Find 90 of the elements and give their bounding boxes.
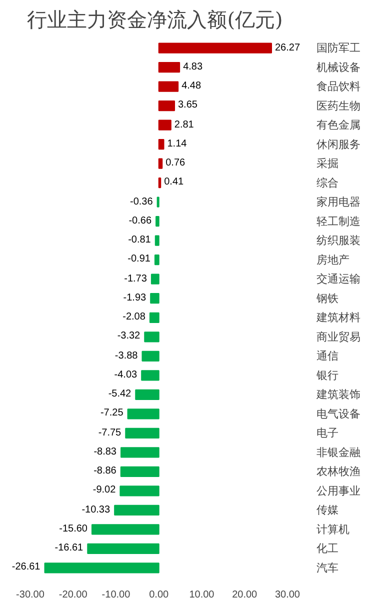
x-tick-label: 30.00	[274, 590, 300, 600]
data-label: -1.73	[124, 273, 147, 284]
data-label: 4.48	[182, 80, 202, 92]
x-tick-label: -20.00	[58, 590, 88, 600]
data-label: -8.83	[94, 446, 116, 458]
y-tick-label: 休闲服务	[316, 138, 360, 151]
data-label: -10.33	[82, 504, 110, 516]
y-tick-label: 建筑装饰	[316, 388, 360, 402]
bar	[158, 42, 272, 54]
y-tick-label: 通信	[316, 350, 338, 363]
x-tick-label: 20.00	[232, 590, 258, 600]
y-tick-label: 传媒	[316, 504, 338, 517]
y-tick-label: 银行	[316, 368, 338, 382]
data-label: 0.41	[164, 176, 184, 188]
bar	[158, 100, 176, 112]
data-label: -4.03	[114, 369, 138, 380]
y-tick-label: 轻工制造	[316, 214, 360, 228]
y-tick-label: 化工	[316, 542, 338, 556]
bar	[141, 370, 160, 381]
bar	[44, 562, 160, 574]
bar	[150, 274, 160, 284]
data-label: -3.88	[114, 350, 138, 362]
y-tick-label: 纺织服装	[316, 234, 360, 248]
y-tick-label: 钢铁	[316, 292, 338, 305]
y-tick-label: 房地产	[316, 253, 350, 266]
y-tick-label: 计算机	[316, 522, 350, 536]
bar	[158, 62, 180, 73]
data-label: -1.93	[123, 292, 146, 304]
bar	[149, 312, 160, 323]
bar	[154, 254, 160, 266]
bar	[125, 428, 160, 438]
y-tick-label: 农林牧渔	[316, 465, 360, 478]
y-tick-label: 综合	[316, 176, 338, 190]
bar	[142, 350, 160, 362]
y-tick-label: 建筑材料	[316, 311, 360, 324]
data-label: -15.60	[59, 523, 88, 534]
data-label: -16.61	[54, 542, 84, 554]
bar	[158, 158, 163, 169]
data-label: -7.25	[100, 408, 124, 419]
y-tick-label: 食品饮料	[316, 80, 360, 94]
data-label: -2.08	[122, 312, 146, 323]
y-tick-label: 电气设备	[316, 407, 360, 420]
bar	[120, 447, 160, 458]
bar	[87, 543, 160, 554]
data-label: -9.02	[92, 484, 116, 496]
y-tick-label: 国防军工	[316, 42, 360, 55]
y-tick-label: 商业贸易	[316, 330, 360, 344]
y-tick-label: 非银金融	[316, 446, 360, 459]
data-label: 3.65	[178, 100, 198, 111]
y-tick-label: 有色金属	[316, 118, 360, 132]
y-tick-label: 电子	[316, 426, 338, 440]
data-label: -8.86	[94, 466, 116, 477]
x-tick-label: -10.00	[102, 590, 131, 600]
data-label: -0.36	[130, 196, 153, 208]
data-label: -0.66	[128, 215, 152, 226]
bar	[144, 332, 160, 342]
data-label: -0.91	[128, 254, 150, 265]
x-tick-label: 10.00	[189, 590, 215, 600]
bar	[127, 408, 160, 420]
bar	[156, 216, 160, 227]
y-tick-label: 机械设备	[316, 60, 360, 74]
data-label: -26.61	[12, 562, 40, 573]
data-label: -3.32	[117, 330, 140, 342]
bar	[158, 139, 164, 150]
x-tick-label: 0.00	[149, 590, 170, 600]
y-tick-label: 汽车	[316, 561, 338, 574]
data-label: -5.42	[108, 388, 132, 400]
y-tick-label: 采掘	[316, 157, 338, 170]
bar	[135, 389, 160, 400]
bar	[150, 293, 160, 304]
data-label: 26.27	[274, 42, 300, 54]
bar	[120, 466, 160, 477]
y-tick-label: 交通运输	[316, 272, 360, 286]
y-tick-label: 公用事业	[316, 484, 360, 498]
bar	[154, 235, 160, 246]
data-label: 4.83	[183, 61, 203, 72]
y-tick-label: 家用电器	[316, 196, 360, 209]
bar	[91, 524, 160, 535]
bar	[114, 504, 160, 516]
data-label: 1.14	[167, 138, 187, 150]
bar	[158, 120, 172, 130]
data-label: -0.81	[128, 234, 151, 246]
bar	[120, 486, 160, 496]
data-label: -7.75	[98, 427, 122, 438]
y-tick-label: 医药生物	[316, 99, 360, 112]
bar	[158, 81, 179, 92]
x-tick-label: -30.00	[16, 590, 45, 600]
data-label: 0.76	[166, 158, 186, 169]
chart-title: 行业主力资金净流入额(亿元)	[27, 8, 283, 32]
data-label: 2.81	[174, 119, 194, 130]
